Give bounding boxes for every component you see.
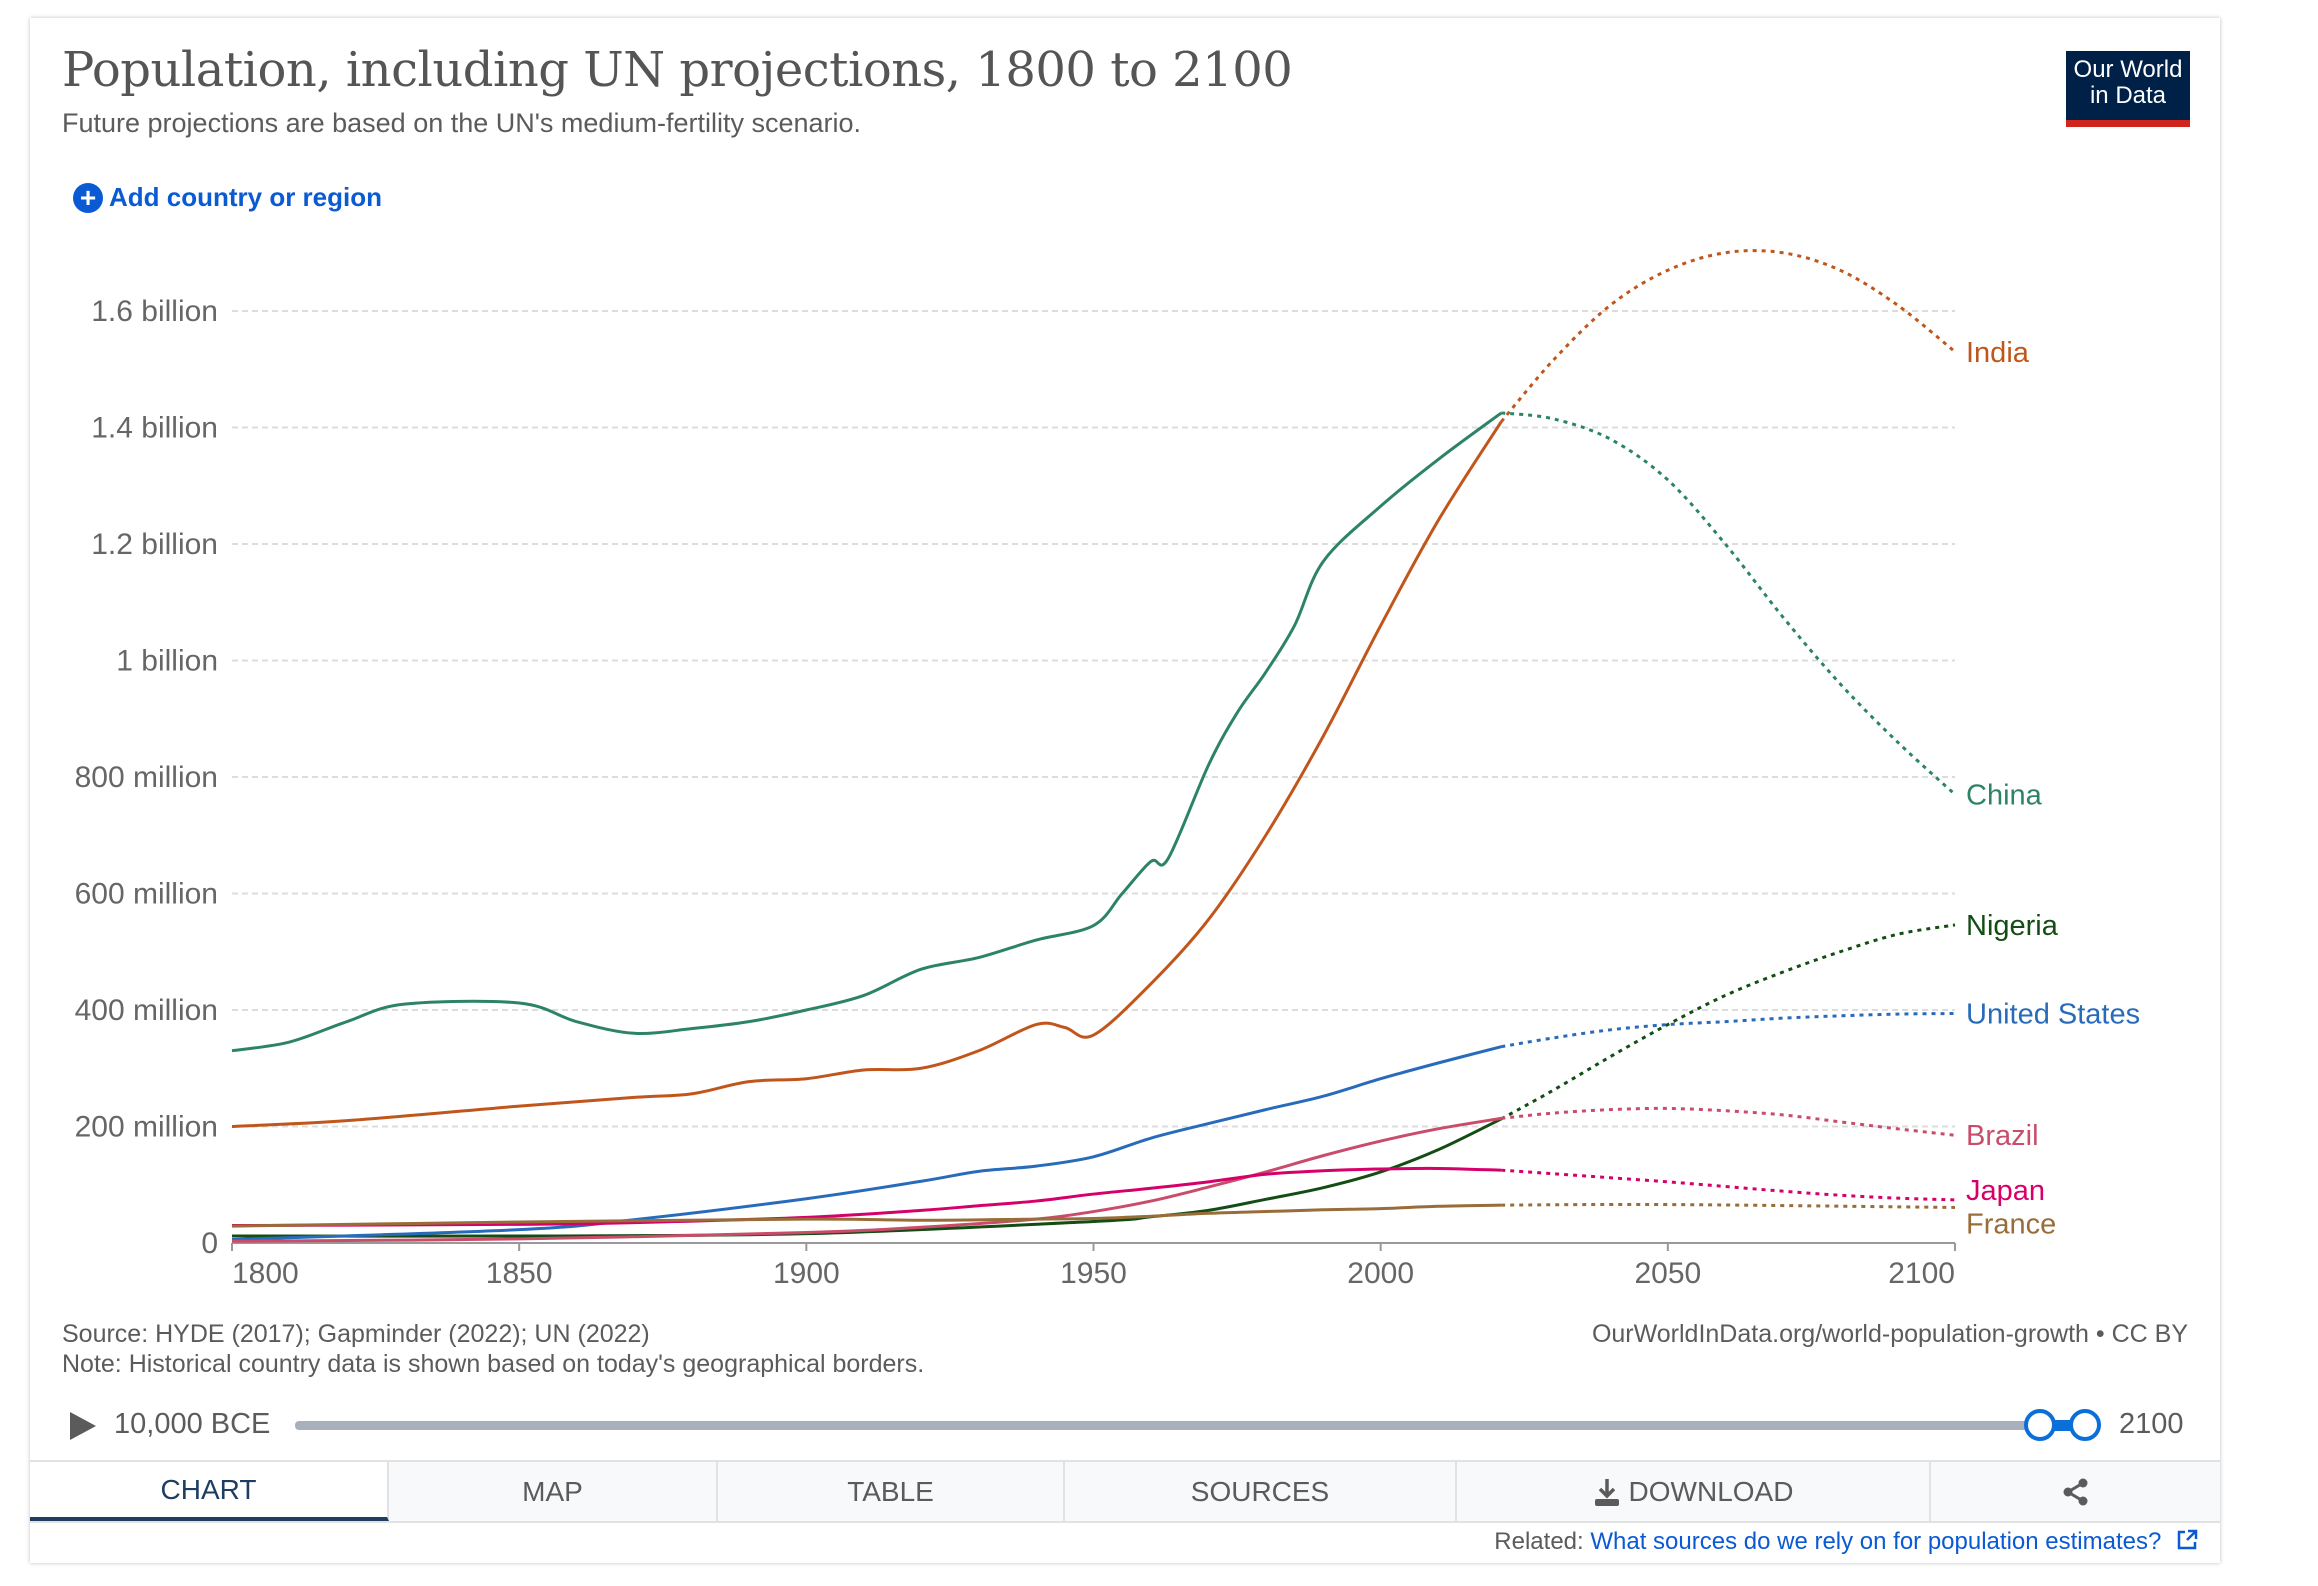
projection-line-united-states [1501,1011,1956,1049]
tab-map[interactable]: MAP [389,1462,718,1521]
x-tick-label: 2050 [1634,1257,1701,1290]
series-label-brazil: Brazil [1966,1120,2039,1152]
source-text: Source: HYDE (2017); Gapminder (2022); U… [62,1320,650,1348]
projection-line-japan [1501,1168,1956,1202]
projection-line-china [1501,411,1957,796]
projection-line-france [1501,1202,1956,1209]
y-tick-label: 600 million [75,878,218,911]
series-label-japan: Japan [1966,1175,2045,1207]
y-tick-label: 1.2 billion [91,528,218,561]
share-button[interactable] [1931,1462,2220,1521]
series-label-united-states: United States [1966,998,2140,1030]
y-tick-label: 0 [201,1227,218,1260]
timeline-start-label: 10,000 BCE [114,1408,271,1440]
url-license-text[interactable]: OurWorldInData.org/world-population-grow… [1591,1320,2188,1348]
y-tick-label: 1.6 billion [91,295,218,328]
note-text: Note: Historical country data is shown b… [62,1350,925,1378]
series-line-china [231,411,1503,1053]
series-line-japan [231,1166,1502,1228]
series-label-nigeria: Nigeria [1966,910,2059,942]
series-line-france [231,1203,1502,1228]
external-link-icon[interactable] [2176,1529,2198,1551]
x-tick-label: 1800 [232,1257,299,1290]
chart-card [30,18,2220,1563]
series-label-china: China [1966,779,2043,811]
y-tick-label: 200 million [75,1111,218,1144]
share-icon [2063,1478,2087,1505]
timeline-start-handle[interactable] [2024,1409,2056,1441]
tab-bar: CHART MAP TABLE SOURCES DOWNLOAD [30,1460,2220,1523]
related-line: Related: What sources do we rely on for … [1494,1528,2198,1556]
series-line-india [231,420,1503,1128]
tab-sources-label: SOURCES [1190,1475,1330,1507]
related-link[interactable]: What sources do we rely on for populatio… [1590,1528,2162,1555]
tab-download[interactable]: DOWNLOAD [1457,1462,1931,1521]
projection-line-brazil [1501,1106,1956,1137]
related-prefix: Related: [1494,1528,1584,1555]
x-tick-label: 1850 [486,1257,553,1290]
tab-table[interactable]: TABLE [718,1462,1065,1521]
logo-line-1: Our World [2073,56,2183,83]
tab-table-label: TABLE [847,1475,934,1507]
x-tick-label: 2100 [1888,1257,1955,1290]
plus-circle-icon: + [73,182,103,213]
y-tick-label: 800 million [75,761,218,794]
tab-download-label: DOWNLOAD [1628,1475,1794,1507]
tab-chart[interactable]: CHART [30,1462,389,1521]
owid-logo[interactable]: Our World in Data [2066,51,2190,127]
series-line-brazil [231,1116,1502,1243]
timeline-end-handle[interactable] [2069,1409,2101,1441]
tab-chart-label: CHART [160,1473,257,1505]
tab-map-label: MAP [522,1475,583,1507]
y-tick-label: 1 billion [116,645,218,678]
timeline-end-label: 2100 [2119,1408,2184,1440]
download-icon [1594,1478,1619,1506]
projection-line-india [1500,249,1956,423]
x-tick-label: 1950 [1060,1257,1127,1290]
y-tick-label: 1.4 billion [91,412,218,445]
x-tick-label: 1900 [773,1257,840,1290]
series-label-india: India [1966,337,2030,369]
series-label-france: France [1966,1208,2056,1240]
play-icon[interactable] [70,1412,96,1440]
add-country-label: Add country or region [109,182,382,212]
tab-sources[interactable]: SOURCES [1065,1462,1457,1521]
chart-title: Population, including UN projections, 18… [62,42,1293,98]
add-country-button[interactable]: + Add country or region [73,182,382,213]
x-tick-label: 2000 [1347,1257,1414,1290]
timeline: 10,000 BCE 2100 [0,1400,2318,1450]
logo-line-2: in Data [2089,82,2167,109]
timeline-track[interactable] [295,1421,2065,1430]
chart-subtitle: Future projections are based on the UN's… [62,108,862,138]
timeline-selected-range [2040,1420,2085,1431]
y-tick-label: 400 million [75,994,218,1027]
line-chart: 0 200 million 400 million 600 million 800 mi… [75,249,2140,1290]
projection-line-nigeria [1500,923,1956,1121]
